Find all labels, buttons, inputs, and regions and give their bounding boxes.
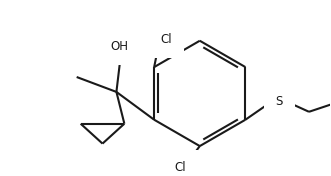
- Text: OH: OH: [111, 40, 128, 53]
- Text: S: S: [275, 95, 283, 108]
- Text: Cl: Cl: [160, 33, 172, 46]
- Text: Cl: Cl: [174, 161, 186, 174]
